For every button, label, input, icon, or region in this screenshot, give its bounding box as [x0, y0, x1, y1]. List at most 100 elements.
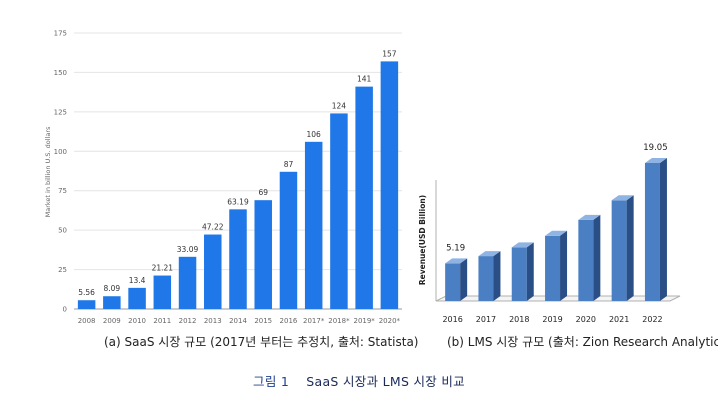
lms-x-tick-label: 2022 — [642, 315, 662, 324]
lms-bar-top — [511, 242, 534, 248]
figure-label: 그림 1 — [253, 374, 290, 389]
y-tick-label: 125 — [54, 108, 67, 116]
lms-bar-top — [445, 258, 468, 264]
y-tick-label: 150 — [54, 69, 67, 77]
lms-x-tick-label: 2020 — [576, 315, 596, 324]
lms-bar-side — [560, 230, 568, 301]
lms-bar-side — [493, 251, 501, 301]
lms-bar — [445, 258, 468, 301]
lms-chart-data-labels: 5.19 19.05 — [446, 143, 667, 253]
lms-bar-front — [578, 219, 594, 301]
saas-chart-y-tick-labels: 0 25 50 75 100 125 150 175 — [54, 30, 67, 314]
x-tick-label: 2014 — [229, 317, 247, 325]
saas-data-label: 21.21 — [152, 264, 174, 273]
x-tick-label: 2017* — [303, 317, 325, 325]
saas-bar — [103, 296, 121, 309]
saas-chart-caption: (a) SaaS 시장 규모 (2017년 부터는 추정치, 출처: Stati… — [104, 335, 419, 349]
lms-x-tick-label: 2021 — [609, 315, 629, 324]
lms-bar-side — [460, 258, 468, 301]
x-tick-label: 2015 — [254, 317, 272, 325]
saas-data-label: 8.09 — [103, 284, 120, 293]
saas-data-label: 47.22 — [202, 223, 224, 232]
figure-caption: 그림 1 SaaS 시장과 LMS 시장 비교 — [0, 371, 718, 390]
lms-bar-side — [659, 158, 667, 301]
lms-bar — [578, 214, 601, 301]
y-tick-label: 50 — [58, 227, 67, 235]
lms-chart-y-axis-label: Revenue(USD Billion) — [418, 195, 427, 285]
lms-bar-front — [644, 163, 660, 301]
x-tick-label: 2010 — [128, 317, 146, 325]
figure-caption-text: SaaS 시장과 LMS 시장 비교 — [306, 374, 465, 389]
lms-x-tick-label: 2019 — [542, 315, 562, 324]
saas-bar — [254, 200, 272, 309]
lms-x-tick-label: 2018 — [509, 315, 529, 324]
lms-bar-front — [511, 247, 527, 301]
lms-bar — [545, 230, 568, 301]
saas-bar — [229, 209, 247, 309]
lms-bar — [511, 242, 534, 301]
lms-data-label: 19.05 — [643, 143, 667, 153]
lms-bar-top — [611, 195, 634, 201]
saas-bar — [153, 275, 172, 309]
lms-bar — [611, 195, 634, 301]
y-tick-label: 175 — [54, 30, 67, 38]
lms-bar — [644, 158, 667, 301]
x-tick-label: 2013 — [204, 317, 222, 325]
y-tick-label: 100 — [54, 148, 67, 156]
saas-data-label: 157 — [382, 49, 397, 58]
lms-bar-top — [578, 214, 601, 220]
saas-chart-bars — [77, 61, 399, 309]
lms-bar-top — [478, 251, 501, 257]
saas-chart-x-tick-labels: 2008 2009 2010 2011 2012 2013 2014 2015 2016 2017… — [78, 317, 401, 325]
x-tick-label: 2016 — [280, 317, 298, 325]
saas-bar — [204, 234, 222, 309]
lms-bar — [478, 251, 501, 301]
saas-data-label: 63.19 — [227, 197, 249, 206]
saas-chart-y-axis-label: Market in billion U.S. dollars — [44, 126, 52, 217]
saas-data-label: 106 — [307, 130, 322, 139]
lms-bar-front — [545, 235, 561, 301]
saas-bar — [304, 141, 323, 309]
lms-chart-bars — [445, 158, 667, 301]
saas-bar — [330, 113, 348, 309]
lms-bar-top — [545, 230, 568, 236]
lms-bar-side — [526, 242, 534, 301]
saas-data-label: 33.09 — [177, 245, 199, 254]
lms-bar-top — [644, 158, 667, 163]
y-tick-label: 25 — [58, 266, 67, 274]
x-tick-label: 2012 — [179, 317, 197, 325]
lms-chart-caption: (b) LMS 시장 규모 (출처: Zion Research Analyti… — [447, 335, 718, 349]
saas-bar — [355, 86, 373, 309]
saas-bar — [178, 256, 197, 309]
saas-chart-data-labels: 5.56 8.09 13.4 21.21 33.09 47.22 63.19 69 87 106 1… — [78, 49, 397, 297]
lms-x-tick-label: 2016 — [442, 315, 462, 324]
saas-data-label: 141 — [357, 75, 372, 84]
saas-data-label: 69 — [258, 188, 268, 197]
lms-bar-side — [593, 214, 601, 301]
lms-bar-side — [626, 195, 634, 301]
saas-data-label: 13.4 — [129, 276, 146, 285]
x-tick-label: 2009 — [103, 317, 121, 325]
lms-chart-x-tick-labels: 2016 2017 2018 2019 2020 2021 2022 — [442, 315, 662, 324]
lms-x-tick-label: 2017 — [476, 315, 496, 324]
lms-bar-front — [478, 256, 494, 301]
saas-data-label: 124 — [332, 101, 347, 110]
x-tick-label: 2008 — [78, 317, 96, 325]
saas-bar — [279, 171, 298, 309]
x-tick-label: 2020* — [379, 317, 401, 325]
lms-bar-front — [445, 263, 461, 301]
y-tick-label: 0 — [63, 306, 67, 314]
saas-data-label: 87 — [284, 160, 294, 169]
y-tick-label: 75 — [58, 187, 67, 195]
lms-bar-front — [611, 200, 627, 301]
x-tick-label: 2019* — [353, 317, 375, 325]
saas-bar — [380, 61, 399, 309]
saas-bar — [77, 300, 96, 309]
x-tick-label: 2011 — [153, 317, 171, 325]
saas-bar — [128, 287, 146, 309]
saas-data-label: 5.56 — [78, 288, 95, 297]
x-tick-label: 2018* — [328, 317, 350, 325]
lms-data-label: 5.19 — [446, 243, 465, 253]
